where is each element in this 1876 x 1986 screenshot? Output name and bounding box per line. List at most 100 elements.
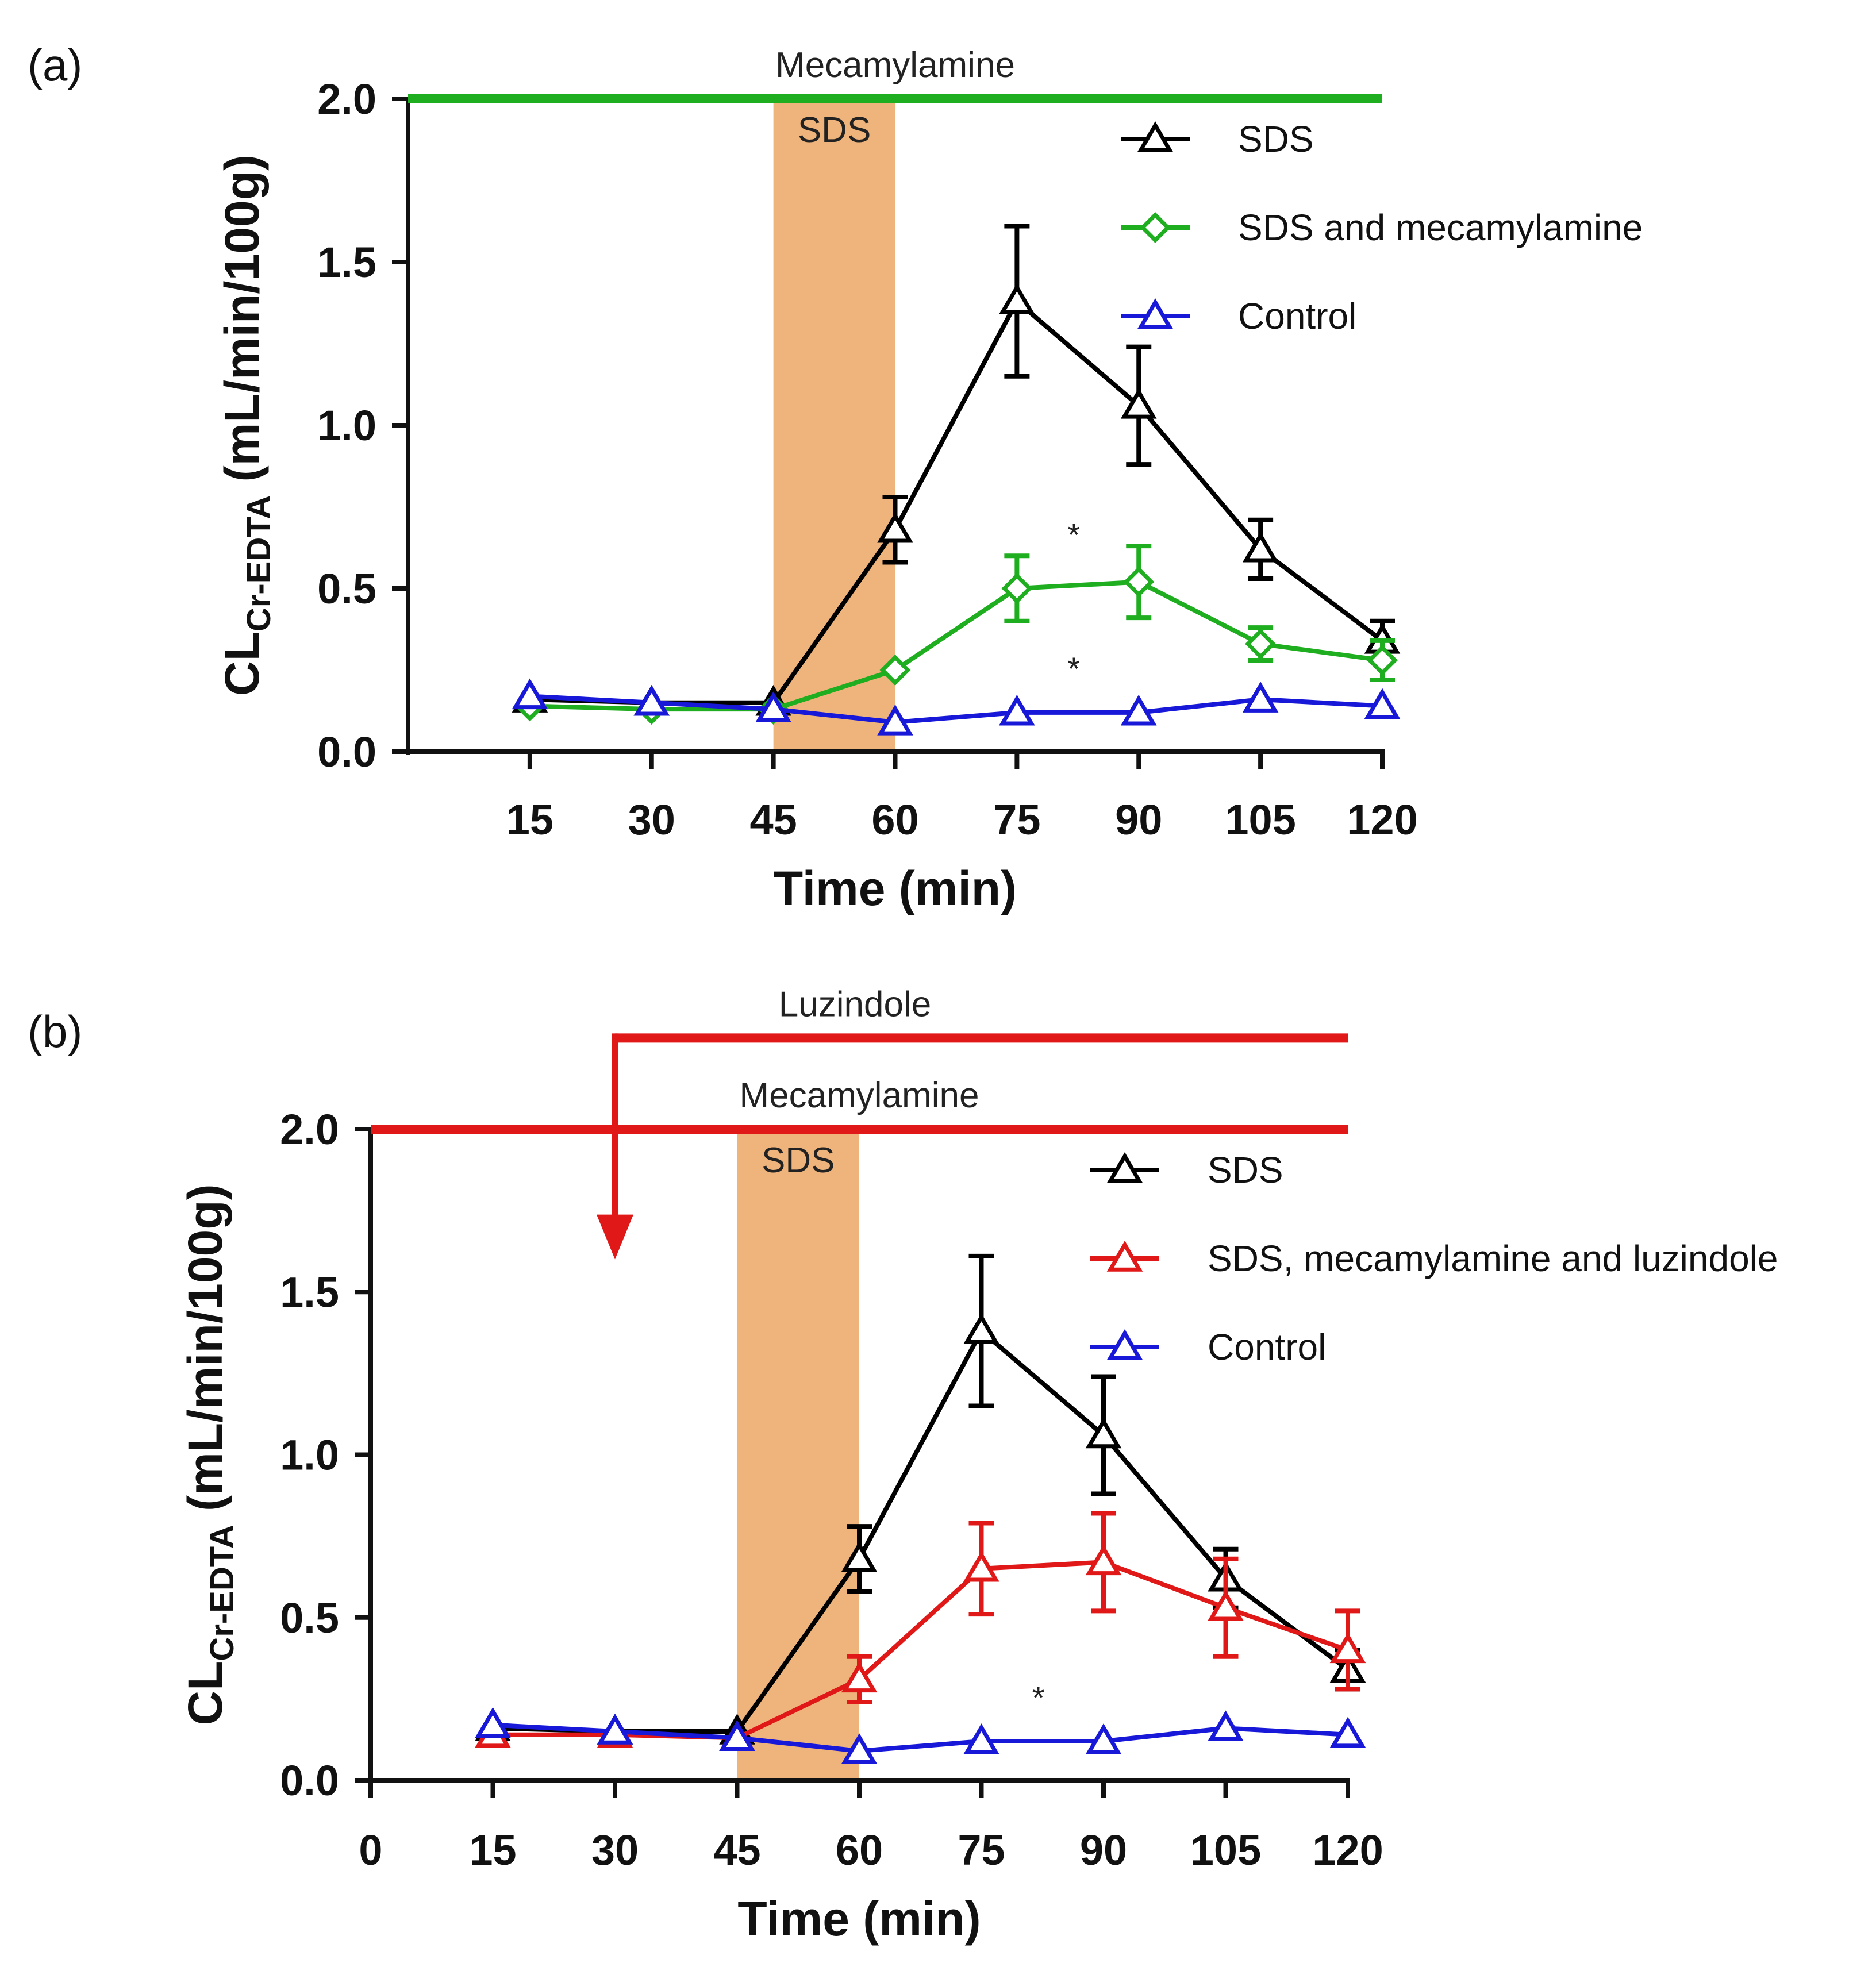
series-line <box>493 1722 1348 1754</box>
legend-marker <box>1106 1152 1143 1183</box>
y-tick-label: 0.5 <box>280 1594 339 1642</box>
y-tick-label: 2.0 <box>317 75 376 123</box>
data-point <box>755 691 791 722</box>
treatment-arrow-head <box>597 1214 633 1260</box>
x-axis-title: Time (min) <box>774 861 1017 915</box>
panel-label: (b) <box>28 1006 82 1057</box>
data-point <box>879 655 911 686</box>
sds-shaded-region <box>737 1129 859 1780</box>
sds-region-label: SDS <box>762 1141 835 1180</box>
x-tick-label: 30 <box>628 796 675 844</box>
x-tick-label: 105 <box>1225 796 1295 844</box>
y-tick-label: 1.0 <box>317 402 376 449</box>
legend-entry: SDS <box>1208 1149 1283 1191</box>
x-tick-label: 15 <box>506 796 553 844</box>
sds-shaded-region <box>773 99 895 752</box>
panel-b: (b) SDS 0.0 0.5 1.0 1.5 2.0 0 15 30 45 60 75 90 105 120… <box>28 984 1778 1946</box>
data-point <box>1367 645 1398 676</box>
data-point <box>1242 682 1279 713</box>
x-tick-label: 120 <box>1312 1826 1383 1874</box>
legend-entry: SDS, mecamylamine and luzindole <box>1208 1238 1778 1279</box>
significance-asterisk: * <box>1067 651 1080 687</box>
x-tick-label: 60 <box>871 796 918 844</box>
series-control <box>512 678 1401 736</box>
y-axis-title: CLCr-EDTA (mL/min/100g) <box>178 1184 241 1725</box>
data-point <box>512 678 548 710</box>
data-point <box>963 1313 999 1344</box>
data-point <box>1364 688 1401 719</box>
data-point <box>841 1661 878 1693</box>
treatment-label: Mecamylamine <box>740 1076 979 1115</box>
y-tick-label: 0.0 <box>280 1757 339 1804</box>
data-point <box>1120 694 1157 726</box>
legend-marker <box>1137 121 1174 152</box>
data-point <box>475 1707 511 1738</box>
x-tick-label: 60 <box>836 1826 883 1874</box>
data-point <box>1085 1544 1122 1576</box>
x-tick-label: 105 <box>1190 1826 1261 1874</box>
legend-marker <box>1106 1329 1143 1360</box>
data-point <box>1208 1710 1244 1742</box>
x-tick-label: 45 <box>713 1826 760 1874</box>
data-point <box>1123 566 1155 598</box>
y-tick-label: 0.5 <box>317 565 376 613</box>
y-tick-label: 1.5 <box>280 1268 339 1316</box>
data-point <box>1085 1723 1122 1754</box>
series-line <box>529 579 1383 712</box>
significance-asterisk: * <box>1067 517 1080 553</box>
treatment-label: Luzindole <box>779 984 931 1024</box>
significance-asterisk: * <box>1032 1679 1045 1715</box>
data-point <box>999 694 1035 726</box>
data-point <box>1120 387 1157 419</box>
legend: SDS SDS and mecamylamine Control <box>1121 118 1643 337</box>
data-point <box>1208 1589 1244 1621</box>
x-tick-label: 45 <box>749 796 797 844</box>
legend-marker <box>1140 212 1171 243</box>
data-point <box>1245 628 1277 660</box>
y-axis-title: CLCr-EDTA (mL/min/100g) <box>215 155 278 696</box>
panel-a: (a) SDS 0.0 0.5 1.0 1.5 2.0 15 30 45 60 75 90 105 120 T… <box>28 40 1643 915</box>
data-point <box>1001 573 1033 604</box>
data-point <box>877 704 913 736</box>
data-point <box>877 511 913 543</box>
y-tick-label: 2.0 <box>280 1106 339 1153</box>
x-tick-label: 120 <box>1347 796 1417 844</box>
legend-entry: Control <box>1208 1326 1326 1368</box>
data-point <box>1085 1417 1122 1449</box>
x-tick-label: 30 <box>591 1826 639 1874</box>
legend-marker <box>1137 298 1174 329</box>
series-line <box>493 1560 1349 1741</box>
series-line <box>529 694 1383 725</box>
x-tick-label: 75 <box>993 796 1040 844</box>
data-point <box>999 283 1035 314</box>
x-tick-label: 0 <box>359 1826 382 1874</box>
legend-entry: SDS and mecamylamine <box>1238 207 1643 248</box>
y-tick-label: 0.0 <box>317 728 376 776</box>
data-point <box>841 1733 878 1764</box>
y-tick-label: 1.0 <box>280 1431 339 1479</box>
data-point <box>1329 1716 1366 1748</box>
legend-entry: Control <box>1238 295 1356 337</box>
data-point <box>633 684 670 716</box>
data-point <box>597 1714 633 1745</box>
legend: SDS SDS, mecamylamine and luzindole Contro… <box>1090 1149 1778 1368</box>
legend-entry: SDS <box>1238 118 1314 160</box>
x-tick-label: 15 <box>469 1826 516 1874</box>
x-tick-label: 90 <box>1080 1826 1127 1874</box>
x-axis-title: Time (min) <box>737 1892 981 1946</box>
data-point <box>841 1541 878 1572</box>
data-point <box>963 1550 999 1582</box>
series-control <box>475 1707 1366 1764</box>
series-line <box>493 1329 1350 1734</box>
panel-label: (a) <box>28 40 82 90</box>
sds-region-label: SDS <box>798 110 871 150</box>
data-point <box>1329 1632 1366 1664</box>
data-point <box>719 1720 755 1752</box>
treatment-label: Mecamylamine <box>775 45 1015 85</box>
data-point <box>963 1723 999 1754</box>
y-tick-label: 1.5 <box>317 238 376 286</box>
legend-marker <box>1106 1241 1143 1272</box>
x-tick-label: 75 <box>958 1826 1005 1874</box>
x-tick-label: 90 <box>1115 796 1162 844</box>
